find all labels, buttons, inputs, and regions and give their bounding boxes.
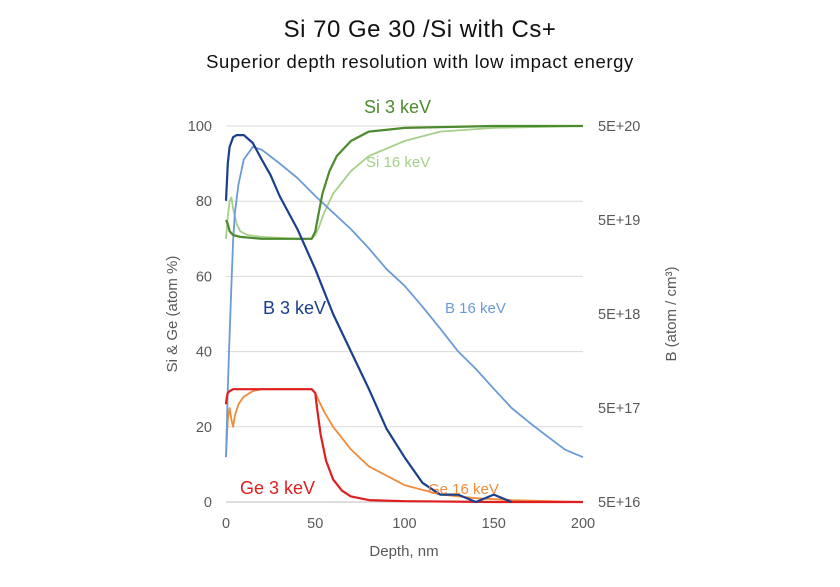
- page-subtitle: Superior depth resolution with low impac…: [206, 51, 634, 72]
- y-right-tick-label: 5E+20: [598, 119, 640, 135]
- label-ge-3kev: Ge 3 keV: [240, 478, 315, 498]
- label-ge-16kev: Ge 16 keV: [428, 481, 499, 498]
- x-tick-label: 200: [571, 516, 595, 532]
- x-tick-label: 50: [307, 516, 323, 532]
- y-left-tick-label: 80: [196, 194, 212, 210]
- label-b-3kev: B 3 keV: [263, 298, 326, 318]
- y-left-tick-label: 100: [188, 119, 212, 135]
- grid-lines: [226, 125, 583, 428]
- y-axis-label-left: Si & Ge (atom %): [164, 256, 181, 373]
- x-tick-label: 150: [482, 516, 506, 532]
- series-line-b-16-kev: [225, 145, 584, 459]
- tick-labels: 0 50 100 150 200 0 20 40 60 80 100 5E+16 5E+17 5E+18 5…: [188, 119, 641, 532]
- label-si-3kev: Si 3 keV: [364, 97, 431, 117]
- label-si-16kev: Si 16 keV: [366, 154, 430, 171]
- y-right-tick-label: 5E+18: [598, 307, 640, 323]
- y-left-tick-label: 0: [204, 495, 212, 511]
- y-right-tick-label: 5E+17: [598, 401, 640, 417]
- series-line-b-3-kev: [224, 134, 513, 504]
- series-line-ge-3-kev: [224, 388, 583, 504]
- y-left-tick-label: 40: [196, 345, 212, 361]
- y-axis-label-right: B (atom / cm³): [663, 266, 680, 361]
- y-left-tick-label: 20: [196, 420, 212, 436]
- series-line-si-3-kev: [225, 124, 583, 240]
- page-title: Si 70 Ge 30 /Si with Cs+: [283, 16, 557, 43]
- y-left-tick-label: 60: [196, 269, 212, 285]
- series-group: [224, 124, 584, 504]
- series-line-si-16-kev: [225, 125, 584, 240]
- x-tick-label: 100: [392, 516, 416, 532]
- label-b-16kev: B 16 keV: [445, 300, 506, 317]
- x-axis-label: Depth, nm: [369, 543, 438, 560]
- x-tick-label: 0: [222, 516, 230, 532]
- y-right-tick-label: 5E+19: [598, 213, 640, 229]
- y-right-tick-label: 5E+16: [598, 495, 640, 511]
